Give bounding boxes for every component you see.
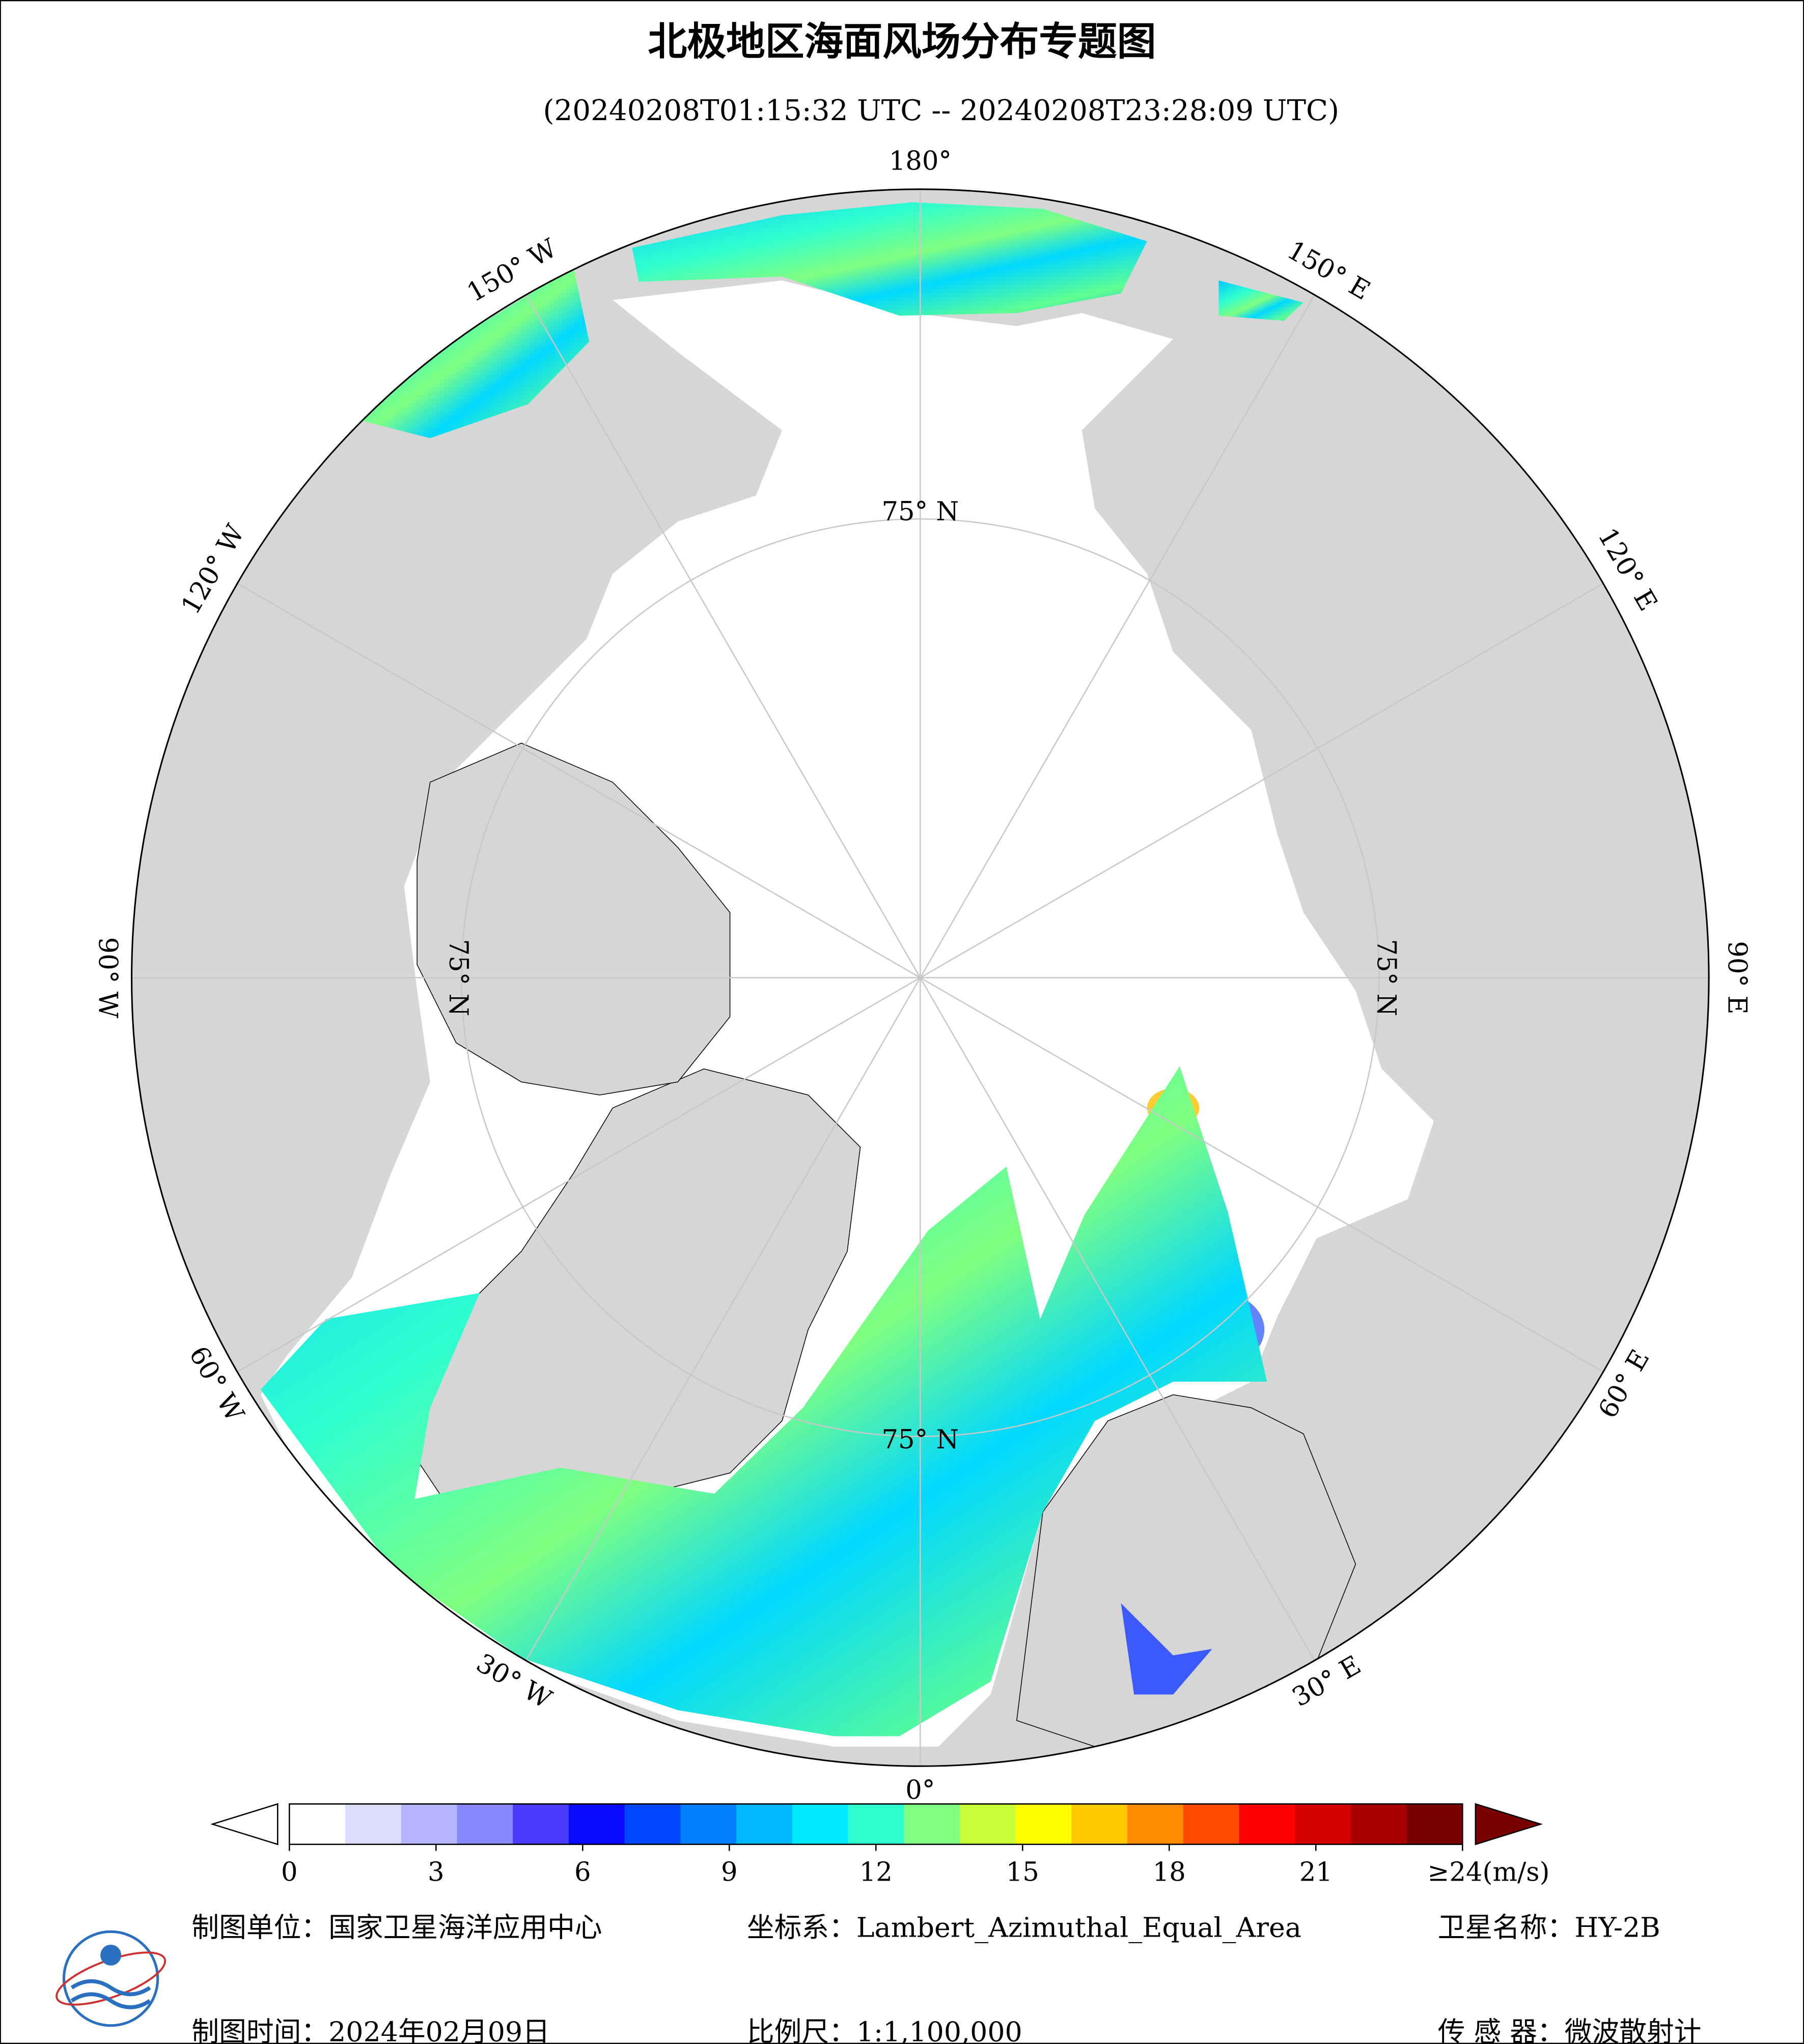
colorbar-segment [1239, 1804, 1296, 1844]
lat-label: 75° N [1371, 939, 1402, 1017]
meridian [920, 582, 1604, 978]
colorbar-segment [513, 1804, 570, 1844]
colorbar-tick-label: ≥24(m/s) [1427, 1857, 1549, 1888]
lat-label: 75° N [443, 939, 474, 1017]
logo [55, 1930, 166, 2027]
colorbar-segment [1183, 1804, 1240, 1844]
lon-label: 0° [905, 1775, 935, 1805]
subtitle: (20240208T01:15:32 UTC -- 20240208T23:28… [543, 94, 1340, 127]
colorbar-tick-label: 0 [281, 1857, 298, 1888]
lat-label: 75° N [881, 496, 959, 527]
colorbar-segment [401, 1804, 458, 1844]
map-body [131, 189, 1709, 1767]
colorbar-segment [680, 1804, 737, 1844]
colorbar-segment [289, 1804, 346, 1844]
colorbar-segment [959, 1804, 1016, 1844]
colorbar-segment [624, 1804, 681, 1844]
colorbar-tick-label: 21 [1299, 1857, 1333, 1888]
footer: 制图单位：国家卫星海洋应用中心 制图时间：2024年02月09日 坐标系：Lam… [191, 1912, 1701, 2044]
colorbar-segment [1295, 1804, 1352, 1844]
colorbar-segment [568, 1804, 625, 1844]
footer-sensor: 传 感 器：微波散射计 [1438, 2015, 1702, 2044]
map-border [131, 188, 1710, 1767]
meridian [920, 294, 1315, 978]
footer-scale: 比例尺：1:1,100,000 [747, 2015, 1022, 2044]
land-archipelago [417, 742, 731, 1096]
colorbar-segment [848, 1804, 905, 1844]
colorbar-segment [736, 1804, 793, 1844]
colorbar-tick-label: 15 [1006, 1857, 1039, 1888]
colorbar-tick-label: 18 [1153, 1857, 1186, 1888]
meridian [525, 977, 921, 1661]
colorbar-segment [1406, 1804, 1463, 1844]
footer-date: 制图时间：2024年02月09日 [191, 2015, 550, 2044]
title: 北极地区海面风场分布专题图 [648, 19, 1156, 65]
meridian [920, 977, 1604, 1373]
meridian [525, 294, 921, 978]
colorbar-tick-label: 9 [721, 1857, 738, 1888]
meridian [237, 977, 921, 1373]
graticule [131, 189, 1709, 1767]
meridian [920, 977, 1315, 1661]
lon-label: 90° E [1722, 941, 1752, 1014]
colorbar-segment [1350, 1804, 1407, 1844]
meridian [237, 582, 921, 978]
lat-label: 75° N [881, 1424, 959, 1455]
lon-label: 90° W [92, 937, 123, 1019]
land-scandinavia [1016, 1394, 1356, 1747]
colorbar-tick-label: 6 [574, 1857, 591, 1888]
wind-swath [1218, 280, 1303, 321]
footer-crs: 坐标系：Lambert_Azimuthal_Equal_Area [747, 1912, 1301, 1944]
colorbar-over [1475, 1803, 1543, 1845]
colorbar-segment [457, 1804, 514, 1844]
wind-swaths [260, 202, 1303, 1737]
footer-satellite: 卫星名称：HY-2B [1438, 1912, 1660, 1944]
colorbar: 0 3 6 9 12 15 18 21 ≥24(m/s) [210, 1803, 1550, 1888]
colorbar-tick-label: 3 [428, 1857, 445, 1888]
footer-unit: 制图单位：国家卫星海洋应用中心 [191, 1912, 602, 1944]
colorbar-under [210, 1803, 279, 1845]
colorbar-tick-label: 12 [859, 1857, 893, 1888]
colorbar-segment [792, 1804, 849, 1844]
colorbar-segment [1127, 1804, 1184, 1844]
colorbar-segment [1015, 1804, 1072, 1844]
colorbar-segment [345, 1804, 402, 1844]
colorbar-segment [1071, 1804, 1128, 1844]
lon-label: 180° [889, 146, 952, 176]
colorbar-segment [904, 1804, 961, 1844]
